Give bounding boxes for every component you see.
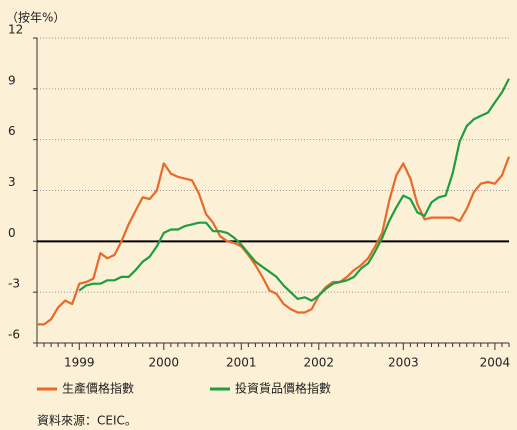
x-tick-label: 2002	[304, 356, 335, 370]
x-tick-label: 2003	[388, 356, 419, 370]
y-tick-label: 3	[8, 175, 16, 189]
y-tick-label: 0	[8, 226, 16, 240]
y-tick-label: -6	[8, 328, 20, 342]
y-tick-label: 6	[8, 124, 16, 138]
x-tick-label: 2000	[149, 356, 180, 370]
data-line	[78, 78, 510, 302]
x-tick-label: 2001	[226, 356, 257, 370]
source-note: 資料來源：CEIC。	[37, 414, 137, 428]
y-axis-label: （按年%）	[6, 11, 65, 25]
y-tick-label: -3	[8, 277, 20, 291]
data-line	[37, 156, 511, 326]
legend-label: 生產價格指數	[62, 381, 134, 396]
y-tick-label: 9	[8, 73, 16, 87]
y-tick-label: 12	[8, 23, 23, 37]
x-tick-label: 2004	[480, 356, 511, 370]
legend-label: 投資貨品價格指數	[235, 381, 331, 396]
x-tick-label: 1999	[64, 356, 95, 370]
